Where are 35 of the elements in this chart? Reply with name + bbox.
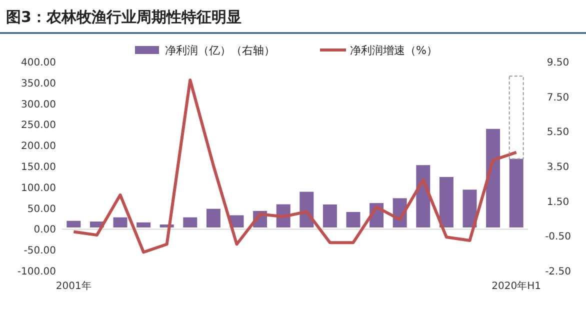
y-tick-label: 0.00 — [34, 224, 56, 236]
y-tick-label: 350.00 — [21, 78, 56, 90]
x-tick-label: 2020年H1 — [492, 280, 542, 292]
line-series — [72, 78, 518, 254]
bar — [462, 190, 477, 228]
bar — [136, 222, 151, 228]
y2-tick-label: -2.50 — [545, 266, 571, 278]
y2-tick-label: 1.50 — [546, 196, 570, 208]
bar — [66, 220, 81, 228]
y-tick-label: -100.00 — [17, 266, 56, 278]
y-tick-label: 400.00 — [21, 58, 56, 68]
y2-tick-label: 9.50 — [546, 58, 570, 68]
y-tick-label: 100.00 — [21, 182, 56, 194]
y-tick-label: 200.00 — [21, 141, 56, 152]
chart-title: 图3：农林牧渔行业周期性特征明显 — [6, 8, 242, 26]
bar — [439, 176, 454, 228]
legend-label: 净利润增速（%） — [350, 44, 438, 57]
bar — [183, 217, 198, 228]
bar — [113, 217, 128, 228]
y-tick-label: 50.00 — [27, 204, 56, 215]
y2-tick-label: 3.50 — [546, 162, 570, 173]
bar — [509, 158, 524, 228]
y2-tick-label: 5.50 — [546, 127, 570, 138]
y-tick-label: -50.00 — [24, 246, 56, 257]
x-tick-label: 2001年 — [56, 280, 92, 292]
legend-label: 净利润（亿）（右轴） — [165, 44, 275, 57]
y-tick-label: 150.00 — [21, 162, 56, 173]
bar — [346, 212, 360, 228]
y2-tick-label: -0.50 — [545, 232, 571, 243]
y2-tick-label: 7.50 — [546, 92, 570, 104]
bar — [322, 204, 337, 228]
y-tick-label: 300.00 — [21, 99, 56, 110]
bar — [206, 208, 220, 228]
bar — [486, 128, 500, 228]
y-tick-label: 250.00 — [21, 120, 56, 132]
